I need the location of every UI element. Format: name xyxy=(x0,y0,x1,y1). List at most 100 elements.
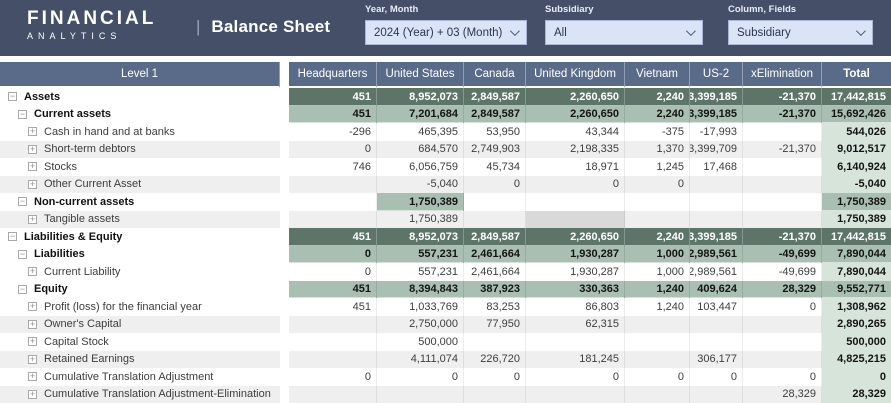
cell-value xyxy=(526,333,625,351)
cell-value: 8,952,073 xyxy=(377,228,464,246)
cell-value xyxy=(625,385,690,403)
cell-value xyxy=(464,385,526,403)
expand-icon[interactable]: + xyxy=(28,353,37,364)
column-header-canada: Canada xyxy=(464,62,526,88)
row-gutter xyxy=(280,385,289,403)
cell-value xyxy=(625,350,690,368)
row-label-cell: − Non-current assets xyxy=(0,193,280,211)
row-gutter xyxy=(280,123,289,141)
cell-value: 1,240 xyxy=(625,298,690,316)
cell-value: 2,989,561 xyxy=(690,263,743,281)
cell-value: 0 xyxy=(289,263,377,281)
cell-value xyxy=(464,210,526,228)
collapse-icon[interactable]: − xyxy=(18,283,27,294)
row-label-cell: − Liabilities xyxy=(0,246,280,264)
row-gutter xyxy=(280,368,289,386)
cell-value: 2,849,587 xyxy=(464,88,526,106)
cell-value: 1,370 xyxy=(625,140,690,158)
page-title-wrap: | Balance Sheet xyxy=(196,17,330,37)
row-label: Liabilities xyxy=(34,248,85,261)
row-label: Owner's Capital xyxy=(44,318,122,331)
cell-value xyxy=(464,193,526,211)
cell-total: 17,442,815 xyxy=(822,88,891,106)
cell-value: 451 xyxy=(289,105,377,123)
cell-value: 0 xyxy=(743,368,822,386)
cell-value xyxy=(625,315,690,333)
cell-value: 1,750,389 xyxy=(377,193,464,211)
cell-value: 0 xyxy=(289,140,377,158)
row-label: Profit (loss) for the financial year xyxy=(44,300,202,313)
collapse-icon[interactable]: − xyxy=(18,108,27,119)
logo-text-financial: FINANCIAL xyxy=(27,8,157,29)
expand-icon[interactable]: + xyxy=(28,301,37,312)
expand-icon[interactable]: + xyxy=(28,126,37,137)
cell-value: 451 xyxy=(289,280,377,298)
row-label-cell: + Cumulative Translation Adjustment-Elimi… xyxy=(0,385,280,403)
cell-value xyxy=(743,175,822,193)
row-gutter xyxy=(280,88,289,106)
collapse-icon[interactable]: − xyxy=(8,231,17,242)
expand-icon[interactable]: + xyxy=(28,213,37,224)
expand-icon[interactable]: + xyxy=(28,161,37,172)
logo-text-analytics: ANALYTICS xyxy=(27,31,122,41)
column-fields-dropdown[interactable]: Subsidiary xyxy=(728,20,873,45)
cell-value xyxy=(690,193,743,211)
cell-value: 1,245 xyxy=(625,158,690,176)
year-month-dropdown[interactable]: 2024 (Year) + 03 (Month) xyxy=(365,20,527,45)
chevron-down-icon xyxy=(685,26,696,37)
expand-icon[interactable]: + xyxy=(28,336,37,347)
collapse-icon[interactable]: − xyxy=(18,196,27,207)
row-gutter xyxy=(280,298,289,316)
expand-icon[interactable]: + xyxy=(28,388,37,399)
cell-value: 226,720 xyxy=(464,350,526,368)
cell-value: 86,803 xyxy=(526,298,625,316)
subsidiary-dropdown[interactable]: All xyxy=(545,20,703,45)
expand-icon[interactable]: + xyxy=(28,318,37,329)
cell-value: 43,344 xyxy=(526,123,625,141)
cell-value xyxy=(526,385,625,403)
cell-value xyxy=(743,123,822,141)
cell-value: 4,111,074 xyxy=(377,350,464,368)
cell-value: -5,040 xyxy=(377,175,464,193)
cell-value: 28,329 xyxy=(743,280,822,298)
cell-value: 1,930,287 xyxy=(526,245,625,263)
row-gutter xyxy=(280,158,289,176)
expand-icon[interactable]: + xyxy=(28,143,37,154)
row-label: Assets xyxy=(24,90,61,103)
expand-icon[interactable]: + xyxy=(28,371,37,382)
collapse-icon[interactable]: − xyxy=(18,248,27,259)
cell-total: -5,040 xyxy=(822,175,891,193)
cell-value: 2,989,561 xyxy=(690,245,743,263)
cell-value: 2,461,664 xyxy=(464,245,526,263)
collapse-icon[interactable]: − xyxy=(8,91,17,102)
cell-value: 6,056,759 xyxy=(377,158,464,176)
filter-label: Year, Month xyxy=(365,4,419,15)
cell-value: 0 xyxy=(526,368,625,386)
cell-value: 3,399,185 xyxy=(690,105,743,123)
row-label-cell: + Current Liability xyxy=(0,263,280,281)
cell-value: 387,923 xyxy=(464,280,526,298)
cell-value xyxy=(526,210,625,228)
row-label: Capital Stock xyxy=(44,335,109,348)
column-header-total: Total xyxy=(822,62,891,88)
cell-value: 77,950 xyxy=(464,315,526,333)
cell-value: 557,231 xyxy=(377,263,464,281)
row-label: Cumulative Translation Adjustment xyxy=(44,370,214,383)
cell-value xyxy=(625,193,690,211)
cell-value: 1,000 xyxy=(625,245,690,263)
cell-value: 2,198,335 xyxy=(526,140,625,158)
expand-icon[interactable]: + xyxy=(28,178,37,189)
cell-value: 0 xyxy=(464,175,526,193)
cell-value: 330,363 xyxy=(526,280,625,298)
cell-value: 1,930,287 xyxy=(526,263,625,281)
cell-value: 2,260,650 xyxy=(526,88,625,106)
cell-value: -21,370 xyxy=(743,140,822,158)
cell-value: 28,329 xyxy=(743,385,822,403)
column-header-united-states: United States xyxy=(377,62,464,88)
column-header-headquarters: Headquarters xyxy=(289,62,377,88)
cell-value xyxy=(690,333,743,351)
expand-icon[interactable]: + xyxy=(28,266,37,277)
row-label: Non-current assets xyxy=(34,195,135,208)
row-label: Current assets xyxy=(34,108,112,121)
row-label: Cumulative Translation Adjustment-Elimin… xyxy=(44,388,271,401)
